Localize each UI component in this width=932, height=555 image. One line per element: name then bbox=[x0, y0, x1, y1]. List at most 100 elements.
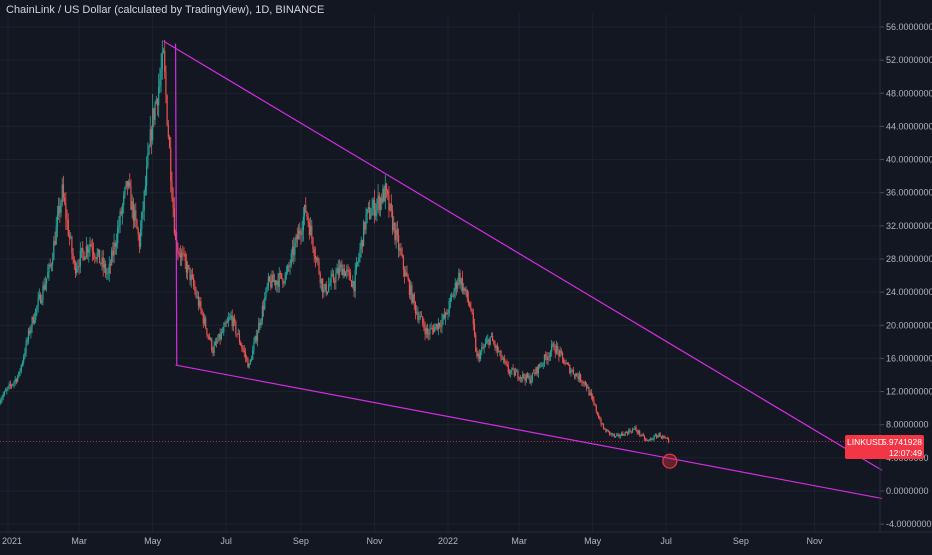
candle-body bbox=[60, 202, 61, 212]
candle-body bbox=[544, 355, 545, 364]
candle-body bbox=[80, 251, 81, 267]
candle-body bbox=[467, 290, 468, 299]
candle-body bbox=[107, 273, 108, 274]
candle-body bbox=[318, 261, 319, 273]
candle-body bbox=[621, 433, 622, 436]
candle-body bbox=[27, 340, 28, 341]
candle-body bbox=[390, 204, 391, 211]
candle-body bbox=[258, 323, 259, 333]
candle-body bbox=[552, 344, 553, 345]
y-tick-label: -4.0000000 bbox=[886, 519, 932, 529]
candle-body bbox=[576, 374, 577, 376]
candle-body bbox=[605, 429, 606, 432]
candle-body bbox=[293, 247, 294, 255]
candle-body bbox=[651, 439, 652, 440]
candle-body bbox=[18, 372, 19, 377]
candle-body bbox=[529, 376, 530, 383]
candle-body bbox=[83, 252, 84, 260]
candle-body bbox=[392, 210, 393, 230]
candle-body bbox=[253, 343, 254, 350]
candle-body bbox=[427, 328, 428, 333]
circle-marker[interactable] bbox=[663, 454, 677, 468]
y-tick-label: 28.0000000 bbox=[886, 254, 932, 264]
candle-body bbox=[58, 206, 59, 215]
candle-body bbox=[179, 252, 180, 254]
candle-body bbox=[238, 334, 239, 335]
price-tag-countdown: 12:07:49 bbox=[889, 448, 922, 458]
candle-body bbox=[66, 219, 67, 220]
candle-body bbox=[377, 195, 378, 203]
candle-body bbox=[355, 270, 356, 291]
candle-body bbox=[667, 438, 668, 439]
candle-body bbox=[16, 379, 17, 381]
candle-body bbox=[95, 258, 96, 259]
candle-body bbox=[640, 435, 641, 436]
candle-body bbox=[330, 276, 331, 284]
candle-body bbox=[276, 281, 277, 285]
candle-body bbox=[397, 229, 398, 235]
candle-body bbox=[50, 265, 51, 267]
candle-body bbox=[531, 379, 532, 382]
candle-body bbox=[250, 360, 251, 364]
candle-body bbox=[65, 203, 66, 219]
candle-body bbox=[217, 340, 218, 342]
candle-body bbox=[546, 357, 547, 360]
candle-body bbox=[332, 274, 333, 276]
candle-body bbox=[446, 313, 447, 315]
candle-body bbox=[303, 217, 304, 232]
candle-body bbox=[64, 198, 65, 203]
candle-body bbox=[210, 339, 211, 340]
candle-body bbox=[365, 214, 366, 230]
candle-body bbox=[28, 330, 29, 340]
candle-body bbox=[521, 377, 522, 378]
candle-body bbox=[438, 323, 439, 330]
candle-body bbox=[375, 210, 376, 216]
candle-body bbox=[585, 382, 586, 385]
candle-body bbox=[607, 430, 608, 432]
candle-body bbox=[470, 307, 471, 310]
candle-body bbox=[269, 277, 270, 281]
candle-body bbox=[582, 382, 583, 383]
candle-body bbox=[449, 301, 450, 313]
candle-body bbox=[452, 296, 453, 297]
candle-body bbox=[534, 373, 535, 374]
candle-body bbox=[291, 253, 292, 265]
candle-body bbox=[17, 376, 18, 381]
candle-body bbox=[312, 238, 313, 249]
candle-body bbox=[472, 310, 473, 313]
candle-body bbox=[235, 322, 236, 334]
candle-body bbox=[568, 364, 569, 365]
candle-body bbox=[288, 266, 289, 267]
candle-body bbox=[29, 330, 30, 333]
candle-body bbox=[410, 285, 411, 295]
y-tick-label: 40.0000000 bbox=[886, 155, 932, 165]
candle-body bbox=[140, 229, 141, 247]
candle-body bbox=[12, 384, 13, 385]
candle-body bbox=[182, 253, 183, 254]
candle-body bbox=[626, 432, 627, 433]
candle-body bbox=[274, 280, 275, 282]
candle-body bbox=[24, 353, 25, 357]
candle-body bbox=[91, 244, 92, 247]
candle-body bbox=[613, 434, 614, 435]
candle-body bbox=[573, 370, 574, 374]
candle-body bbox=[482, 348, 483, 349]
candle-body bbox=[637, 431, 638, 433]
y-tick-label: 52.0000000 bbox=[886, 55, 932, 65]
candle-body bbox=[563, 358, 564, 364]
candle-body bbox=[634, 427, 635, 429]
candle-body bbox=[603, 424, 604, 429]
candle-body bbox=[558, 350, 559, 356]
candle-body bbox=[432, 328, 433, 329]
candle-body bbox=[88, 249, 89, 253]
candle-body bbox=[205, 318, 206, 328]
candle-body bbox=[144, 191, 145, 211]
candle-body bbox=[142, 210, 143, 211]
candle-body bbox=[663, 436, 664, 437]
candle-body bbox=[580, 374, 581, 381]
candle-body bbox=[476, 351, 477, 356]
candle-body bbox=[323, 290, 324, 293]
candle-body bbox=[124, 188, 125, 195]
